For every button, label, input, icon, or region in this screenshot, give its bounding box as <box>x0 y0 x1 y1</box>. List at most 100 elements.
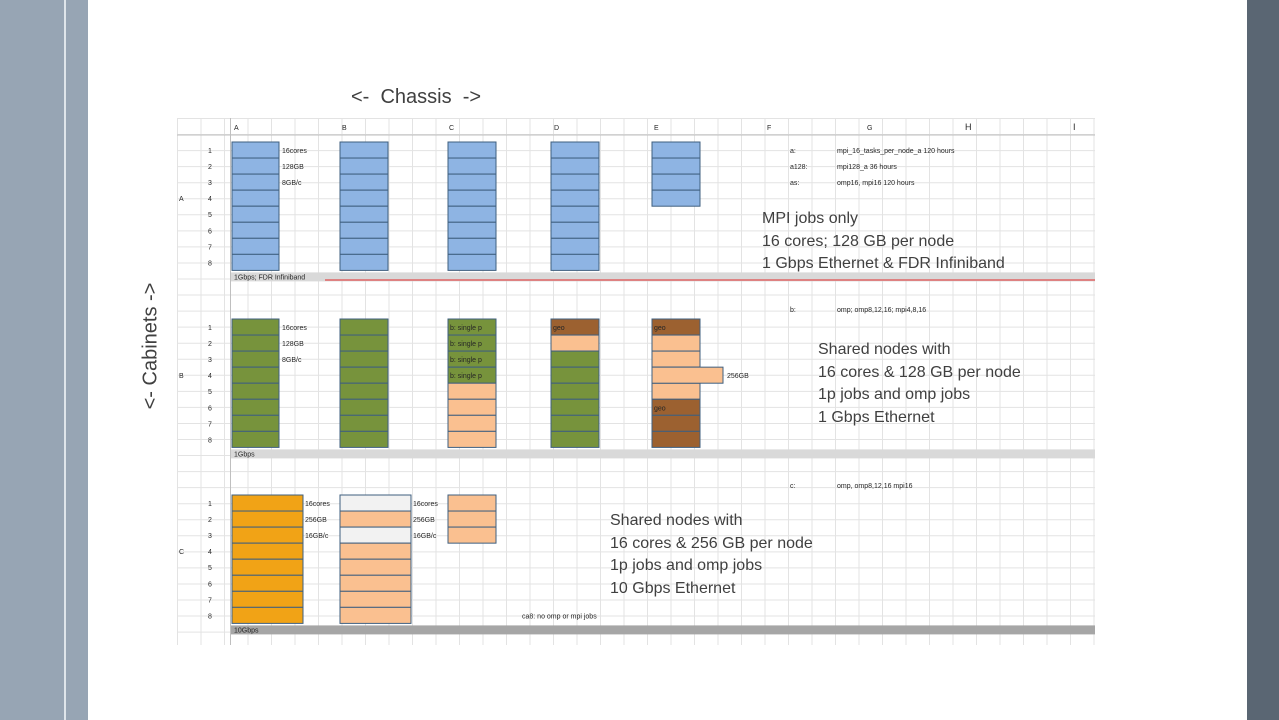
right-side-band <box>1247 0 1279 720</box>
node-spec-label: 16GB/c <box>305 533 329 540</box>
row-number: 4 <box>208 373 212 380</box>
annotation-cabinet-c: Shared nodes with 16 cores & 256 GB per … <box>610 510 813 600</box>
node-b <box>447 382 497 400</box>
node-spec-label: 16GB/c <box>413 533 437 540</box>
node-a <box>231 253 280 271</box>
node-b <box>447 430 497 448</box>
node-spec-label: 128GB <box>282 341 304 348</box>
row-number: 5 <box>208 565 212 572</box>
row-number: 3 <box>208 533 212 540</box>
node-b <box>231 318 280 336</box>
node-a <box>231 205 280 223</box>
row-number: 8 <box>208 260 212 267</box>
node-b <box>231 430 280 448</box>
cabinet-note: ca8: no omp or mpi jobs <box>522 613 597 620</box>
node-a <box>339 141 389 159</box>
node-b <box>339 398 389 416</box>
node-a <box>550 189 600 207</box>
node-c <box>231 558 304 576</box>
column-header: E <box>654 125 659 132</box>
node-c <box>339 558 412 576</box>
column-header: A <box>234 125 239 132</box>
row-number: 7 <box>208 244 212 251</box>
left-side-band <box>0 0 88 720</box>
row-number: 8 <box>208 437 212 444</box>
annotation-cabinet-a: MPI jobs only 16 cores; 128 GB per node … <box>762 208 1005 276</box>
node-c <box>339 574 412 592</box>
node-c <box>231 526 304 544</box>
node-a <box>550 253 600 271</box>
node-a <box>550 157 600 175</box>
node-a <box>447 221 497 239</box>
node-b <box>651 430 701 448</box>
annotation-line: 1 Gbps Ethernet & FDR Infiniband <box>762 255 1005 272</box>
row-number: 4 <box>208 196 212 203</box>
node-b <box>447 414 497 432</box>
row-number: 6 <box>208 405 212 412</box>
queue-name: b: <box>790 307 796 314</box>
queue-name: c: <box>790 483 796 490</box>
queue-name: a: <box>790 148 796 155</box>
node-b <box>231 350 280 368</box>
node-b <box>231 334 280 352</box>
row-number: 6 <box>208 228 212 235</box>
row-number: 7 <box>208 421 212 428</box>
row-number: 1 <box>208 148 212 155</box>
annotation-cabinet-b: Shared nodes with 16 cores & 128 GB per … <box>818 339 1021 429</box>
row-number: 2 <box>208 341 212 348</box>
node-b-big-memory <box>651 366 724 384</box>
node-c <box>447 510 497 528</box>
annotation-line: 1p jobs and omp jobs <box>818 386 971 403</box>
node-b <box>339 334 389 352</box>
annotation-line: 1p jobs and omp jobs <box>610 557 763 574</box>
node-a <box>339 253 389 271</box>
annotation-line: 16 cores; 128 GB per node <box>762 232 955 250</box>
node-c <box>447 494 497 512</box>
network-bar <box>231 272 1095 282</box>
queue-name: a128: <box>790 164 808 171</box>
node-a <box>339 221 389 239</box>
single-p-label: b: single p <box>450 373 482 380</box>
node-a <box>550 141 600 159</box>
row-number: 1 <box>208 325 212 332</box>
annotation-line: Shared nodes with <box>610 512 743 529</box>
cabinets-title: <- Cabinets -> <box>139 282 162 410</box>
cabinet-label: C <box>179 549 184 556</box>
node-a <box>447 141 497 159</box>
node-c <box>231 606 304 624</box>
node-a <box>550 173 600 191</box>
node-spec-label: 256GB <box>413 517 435 524</box>
node-b <box>651 382 701 400</box>
row-number: 8 <box>208 613 212 620</box>
left-band-stripe <box>64 0 66 720</box>
node-a <box>447 173 497 191</box>
node-spec-label: 256GB <box>305 517 327 524</box>
annotation-line: Shared nodes with <box>818 341 951 358</box>
spreadsheet-grid: A B C D E F G H I 1 2 3 4 5 6 7 8 A 1Gbps; FDR Infiniband a… <box>177 118 1095 645</box>
column-header: D <box>554 125 559 132</box>
queue-description: omp; omp8,12,16; mpi4,8,16 <box>837 307 926 314</box>
node-a <box>550 237 600 255</box>
single-p-label: b: single p <box>450 325 482 332</box>
column-header: H <box>965 122 972 132</box>
node-b <box>550 366 600 384</box>
node-c <box>339 510 412 528</box>
queue-description: omp, omp8,12,16 mpi16 <box>837 483 913 490</box>
annotation-line: 1 Gbps Ethernet <box>818 408 935 426</box>
single-p-label: b: single p <box>450 341 482 348</box>
cabinet-label: A <box>179 196 184 203</box>
queue-description: mpi_16_tasks_per_node_a 120 hours <box>837 148 955 155</box>
column-header: I <box>1073 122 1076 132</box>
node-a <box>447 237 497 255</box>
network-label: 1Gbps; FDR Infiniband <box>234 274 305 281</box>
node-a <box>339 237 389 255</box>
queue-description: omp16, mpi16 120 hours <box>837 180 915 187</box>
node-b <box>550 350 600 368</box>
node-a <box>550 205 600 223</box>
node-b <box>231 382 280 400</box>
node-c <box>231 590 304 608</box>
node-c <box>231 494 304 512</box>
node-b <box>231 398 280 416</box>
row-number: 3 <box>208 357 212 364</box>
column-header: F <box>767 125 771 132</box>
